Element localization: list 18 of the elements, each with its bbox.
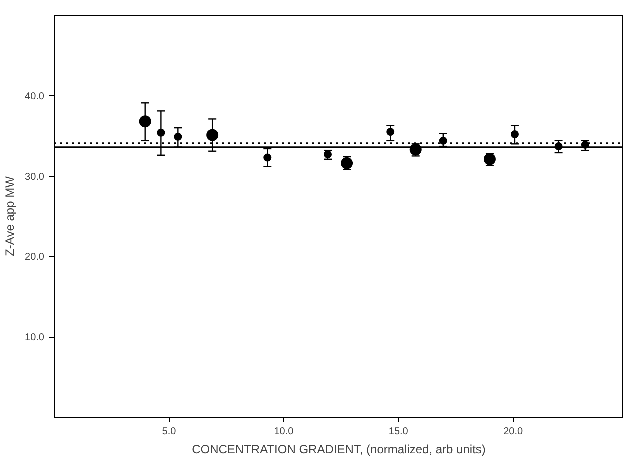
y-tick-label: 10.0	[25, 332, 45, 344]
x-tick-label: 5.0	[162, 426, 177, 438]
x-tick-label: 15.0	[388, 426, 409, 438]
point	[510, 130, 519, 138]
x-axis-title: CONCENTRATION GRADIENT, (normalized, arb units)	[192, 442, 486, 456]
point	[174, 132, 182, 141]
point	[139, 116, 152, 128]
x-tick-label: 20.0	[504, 426, 524, 438]
y-tick-label: 40.0	[25, 91, 45, 102]
point	[157, 128, 166, 137]
x-tick-label: 10.0	[274, 426, 294, 438]
point	[386, 128, 395, 136]
y-axis-title: Z-Ave app MW	[3, 176, 18, 256]
point	[206, 129, 219, 142]
y-tick-label: 30.0	[25, 172, 45, 183]
point	[439, 136, 448, 145]
point	[264, 154, 272, 162]
y-tick-label: 20.0	[25, 252, 45, 264]
